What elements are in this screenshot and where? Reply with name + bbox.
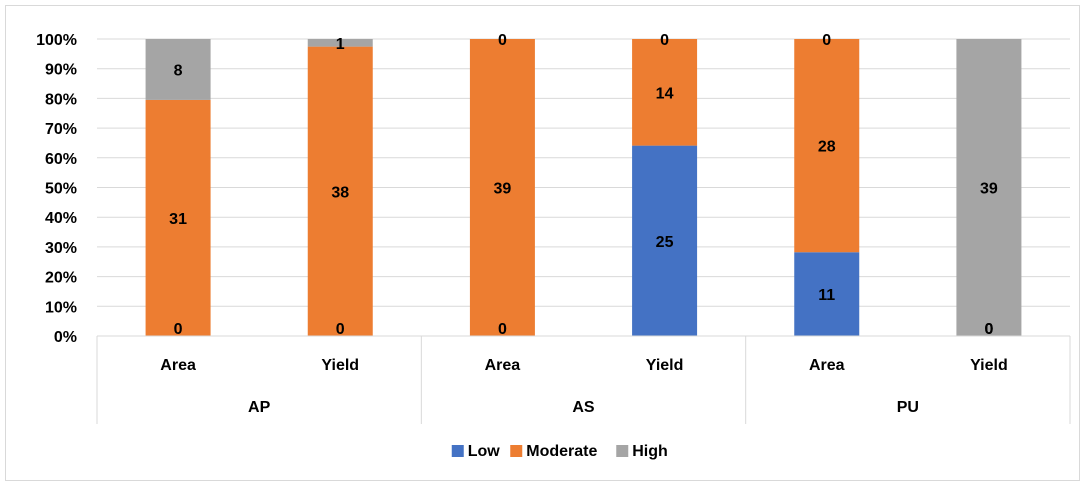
y-tick-label: 10%	[45, 299, 77, 316]
data-label: 25	[656, 234, 674, 251]
bar-segment	[469, 39, 535, 336]
data-label: 1	[336, 36, 345, 53]
y-tick-label: 90%	[45, 62, 77, 79]
bar-segment	[956, 39, 1022, 336]
y-tick-label: 80%	[45, 91, 77, 108]
legend-swatch	[616, 445, 629, 457]
legend-swatch	[510, 445, 523, 457]
legend: Low Moderate High	[451, 443, 668, 460]
x-tick-label: Yield	[970, 357, 1008, 374]
y-tick-label: 0%	[54, 329, 77, 346]
y-tick-label: 100%	[36, 32, 77, 49]
y-tick-label: 60%	[45, 151, 77, 168]
bar-segment	[794, 39, 860, 253]
x-tick-label: Yield	[646, 357, 684, 374]
data-label: 11	[818, 287, 835, 304]
legend-swatch	[451, 445, 464, 457]
data-label: 0	[660, 32, 669, 49]
data-label: 0	[822, 32, 831, 49]
data-label: 0	[498, 321, 507, 338]
x-tick-label: Area	[809, 357, 845, 374]
legend-label: High	[632, 443, 668, 460]
x-tick-label: Yield	[321, 357, 359, 374]
bars	[145, 39, 1022, 336]
data-label: 39	[980, 181, 998, 198]
bar-segment	[145, 39, 211, 100]
y-tick-label: 20%	[45, 270, 77, 287]
bar-segment	[307, 46, 373, 336]
data-label: 38	[331, 184, 349, 201]
y-tick-label: 40%	[45, 210, 77, 227]
legend-label: Low	[468, 443, 501, 460]
data-label: 39	[494, 181, 512, 198]
data-label: 0	[984, 321, 993, 338]
bar-segment	[632, 145, 698, 336]
axes: 0% 10% 20% 30% 40% 50% 60% 70% 80% 90% 100% Area Yie…	[36, 32, 1071, 424]
x-tick-label: Area	[160, 357, 196, 374]
data-label: 28	[818, 139, 836, 156]
data-label: 0	[984, 321, 993, 338]
chart-frame	[5, 5, 1080, 481]
y-tick-label: 70%	[45, 121, 77, 138]
data-label: 31	[169, 211, 187, 228]
group-label: AS	[572, 399, 595, 416]
group-label: PU	[897, 399, 919, 416]
bar-segment	[794, 252, 860, 336]
gridlines	[97, 38, 1070, 337]
y-tick-label: 30%	[45, 240, 77, 257]
x-tick-label: Area	[485, 357, 521, 374]
group-label: AP	[248, 399, 271, 416]
bar-segment	[632, 39, 698, 146]
y-tick-label: 50%	[45, 181, 77, 198]
data-label: 8	[174, 62, 183, 79]
data-label: 0	[336, 321, 345, 338]
data-label: 14	[656, 85, 674, 102]
bar-segment	[307, 39, 373, 47]
bar-segment	[145, 99, 211, 336]
legend-label: Moderate	[526, 443, 597, 460]
data-label: 0	[174, 321, 183, 338]
data-label: 0	[498, 32, 507, 49]
